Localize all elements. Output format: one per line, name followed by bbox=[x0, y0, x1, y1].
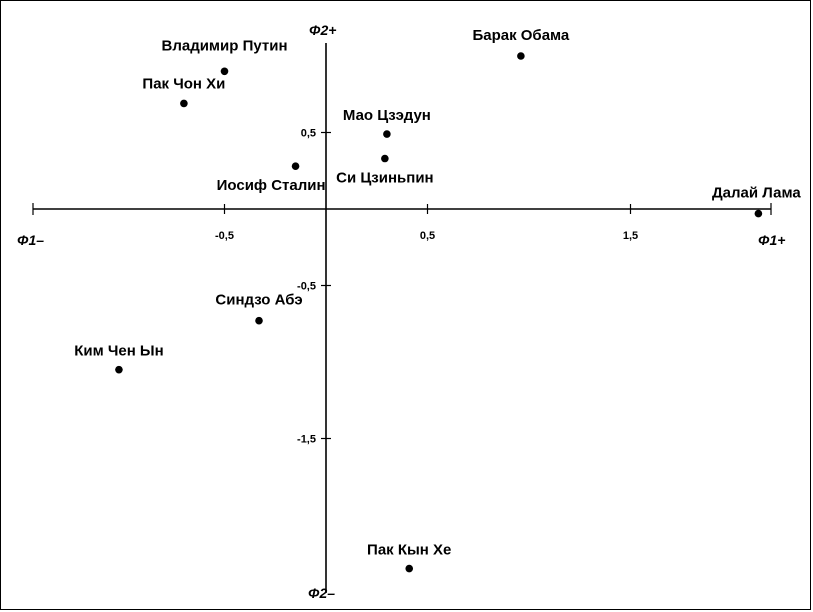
point-label: Пак Чон Хи bbox=[142, 75, 225, 92]
data-point bbox=[220, 67, 229, 76]
data-point bbox=[754, 209, 763, 218]
x-negative-pole-label: Φ1– bbox=[17, 232, 44, 248]
point-label: Мао Цзэдун bbox=[343, 107, 431, 124]
point-label: Иосиф Сталин bbox=[217, 177, 326, 194]
point-label: Владимир Путин bbox=[161, 37, 287, 54]
data-point bbox=[405, 564, 414, 573]
data-point bbox=[517, 52, 525, 60]
data-point bbox=[180, 99, 188, 108]
data-point bbox=[255, 316, 263, 325]
point-label: Пак Кын Хе bbox=[367, 542, 451, 559]
x-positive-pole-label: Φ1+ bbox=[758, 232, 785, 248]
data-point bbox=[381, 154, 389, 163]
point-label: Барак Обама bbox=[472, 27, 569, 44]
point-label: Далай Лама bbox=[712, 185, 801, 202]
point-label: Си Цзиньпин bbox=[336, 170, 433, 187]
x-tick-label: 0,5 bbox=[420, 230, 435, 242]
axes: Φ1– Φ1+ Φ2+ Φ2– bbox=[17, 22, 785, 601]
y-tick-label: 0,5 bbox=[301, 128, 316, 140]
data-point bbox=[291, 162, 300, 170]
point-label: Ким Чен Ын bbox=[74, 343, 164, 360]
data-points bbox=[115, 52, 763, 573]
y-negative-pole-label: Φ2– bbox=[308, 585, 335, 601]
data-point bbox=[115, 365, 123, 374]
y-tick-label: -0,5 bbox=[297, 281, 316, 293]
data-point bbox=[383, 130, 391, 138]
x-tick-label: -0,5 bbox=[215, 230, 234, 242]
y-tick-label: -1,5 bbox=[297, 434, 316, 446]
point-labels: Владимир Путин Пак Чон Хи Барак Обама Мао Ц… bbox=[74, 27, 801, 559]
point-label: Синдзо Абэ bbox=[215, 292, 302, 309]
x-tick-label: 1,5 bbox=[623, 230, 638, 242]
y-positive-pole-label: Φ2+ bbox=[309, 22, 336, 38]
axis-ticks: -0,5 0,5 1,5 0,5 -0,5 -1,5 bbox=[215, 128, 638, 446]
